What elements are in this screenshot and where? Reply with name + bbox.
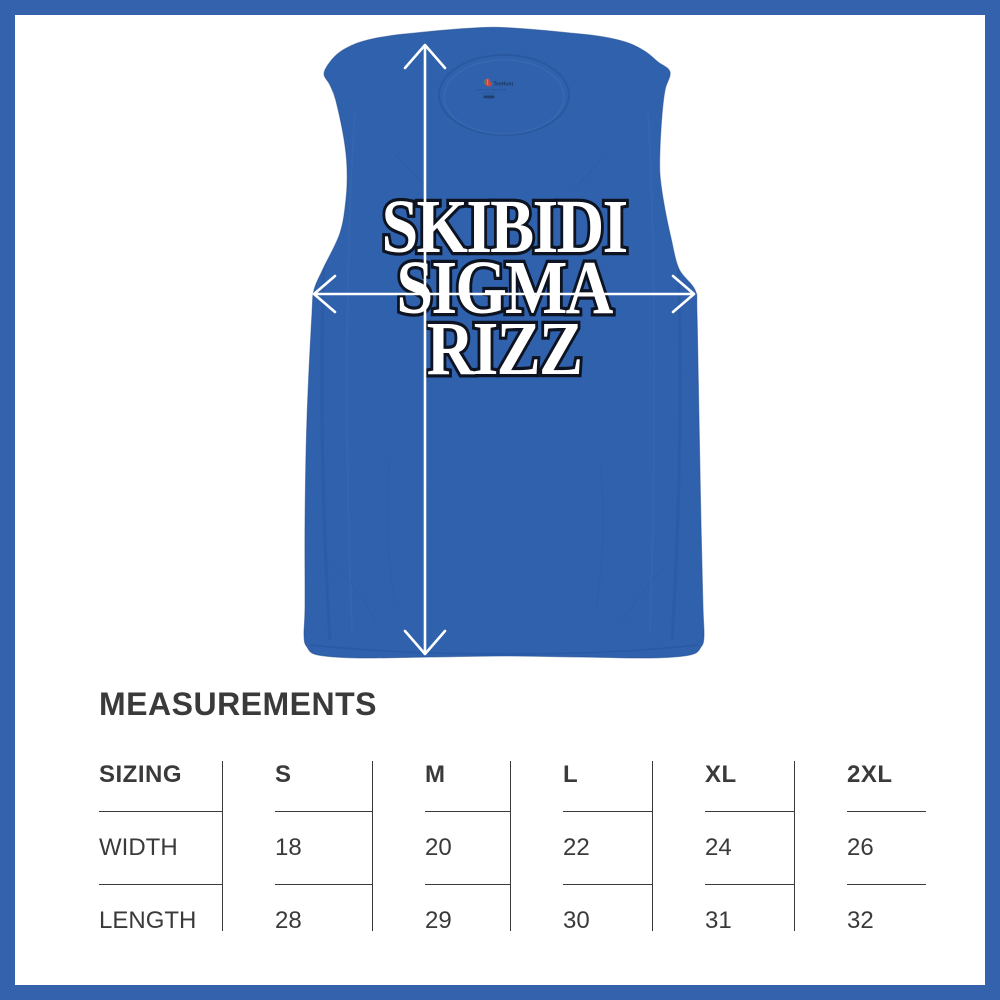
- svg-text:TeeHunt: TeeHunt: [494, 82, 514, 88]
- svg-text:100% COTTON MADE IN USA: 100% COTTON MADE IN USA: [477, 89, 506, 92]
- svg-text:XXXXXXXXXXXX: XXXXXXXXXXXX: [481, 93, 496, 95]
- svg-text:RIZZ: RIZZ: [427, 308, 582, 391]
